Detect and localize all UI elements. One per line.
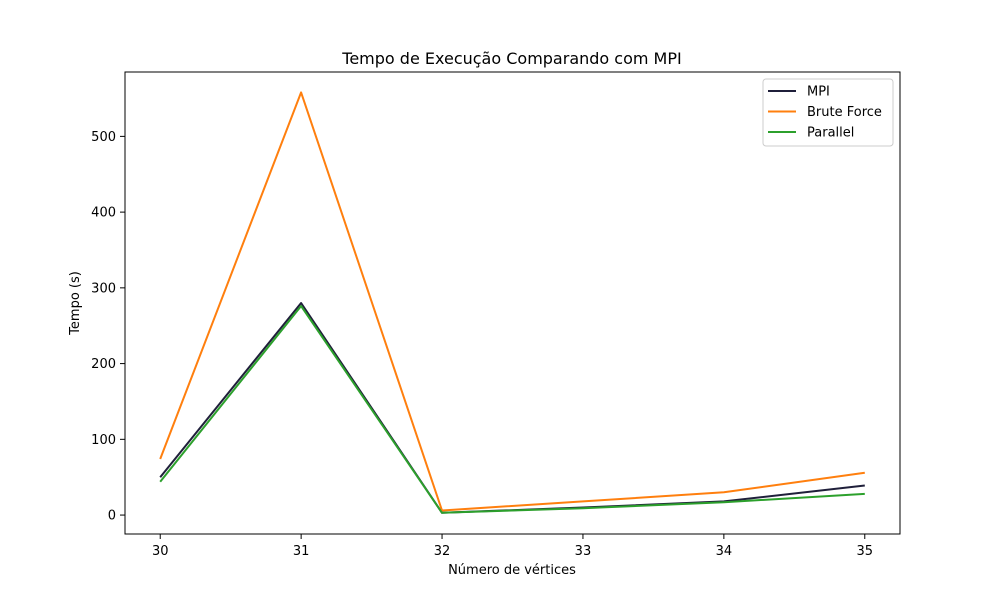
legend-label-brute-force: Brute Force: [807, 105, 882, 120]
x-tick-label: 33: [575, 544, 592, 559]
plot-frame: [124, 71, 901, 535]
x-axis: 30 31 32 33 34 35: [152, 534, 873, 559]
y-tick-label: 500: [91, 130, 116, 145]
y-tick-label: 0: [108, 509, 116, 524]
series-line-brute-force: [159, 91, 865, 512]
legend-box: [762, 78, 894, 147]
y-tick-label: 200: [91, 357, 116, 372]
x-tick-label: 35: [856, 544, 873, 559]
y-tick-label: 300: [91, 281, 116, 296]
y-tick-label: 100: [91, 433, 116, 448]
legend-label-mpi: MPI: [807, 85, 830, 100]
legend-label-parallel: Parallel: [807, 126, 854, 141]
legend: MPI Brute Force Parallel: [762, 78, 894, 147]
series-line-parallel: [159, 305, 865, 514]
x-tick-label: 30: [152, 544, 169, 559]
x-tick-label: 34: [716, 544, 733, 559]
chart-title: Tempo de Execução Comparando com MPI: [341, 49, 681, 68]
x-axis-label: Número de vértices: [448, 563, 576, 578]
x-tick-label: 31: [293, 544, 310, 559]
x-tick-label: 32: [434, 544, 451, 559]
y-tick-label: 400: [91, 206, 116, 221]
y-axis-label: Tempo (s): [68, 271, 83, 336]
y-axis: 0 100 200 300 400 500: [91, 130, 125, 524]
series-layer: [159, 91, 865, 514]
